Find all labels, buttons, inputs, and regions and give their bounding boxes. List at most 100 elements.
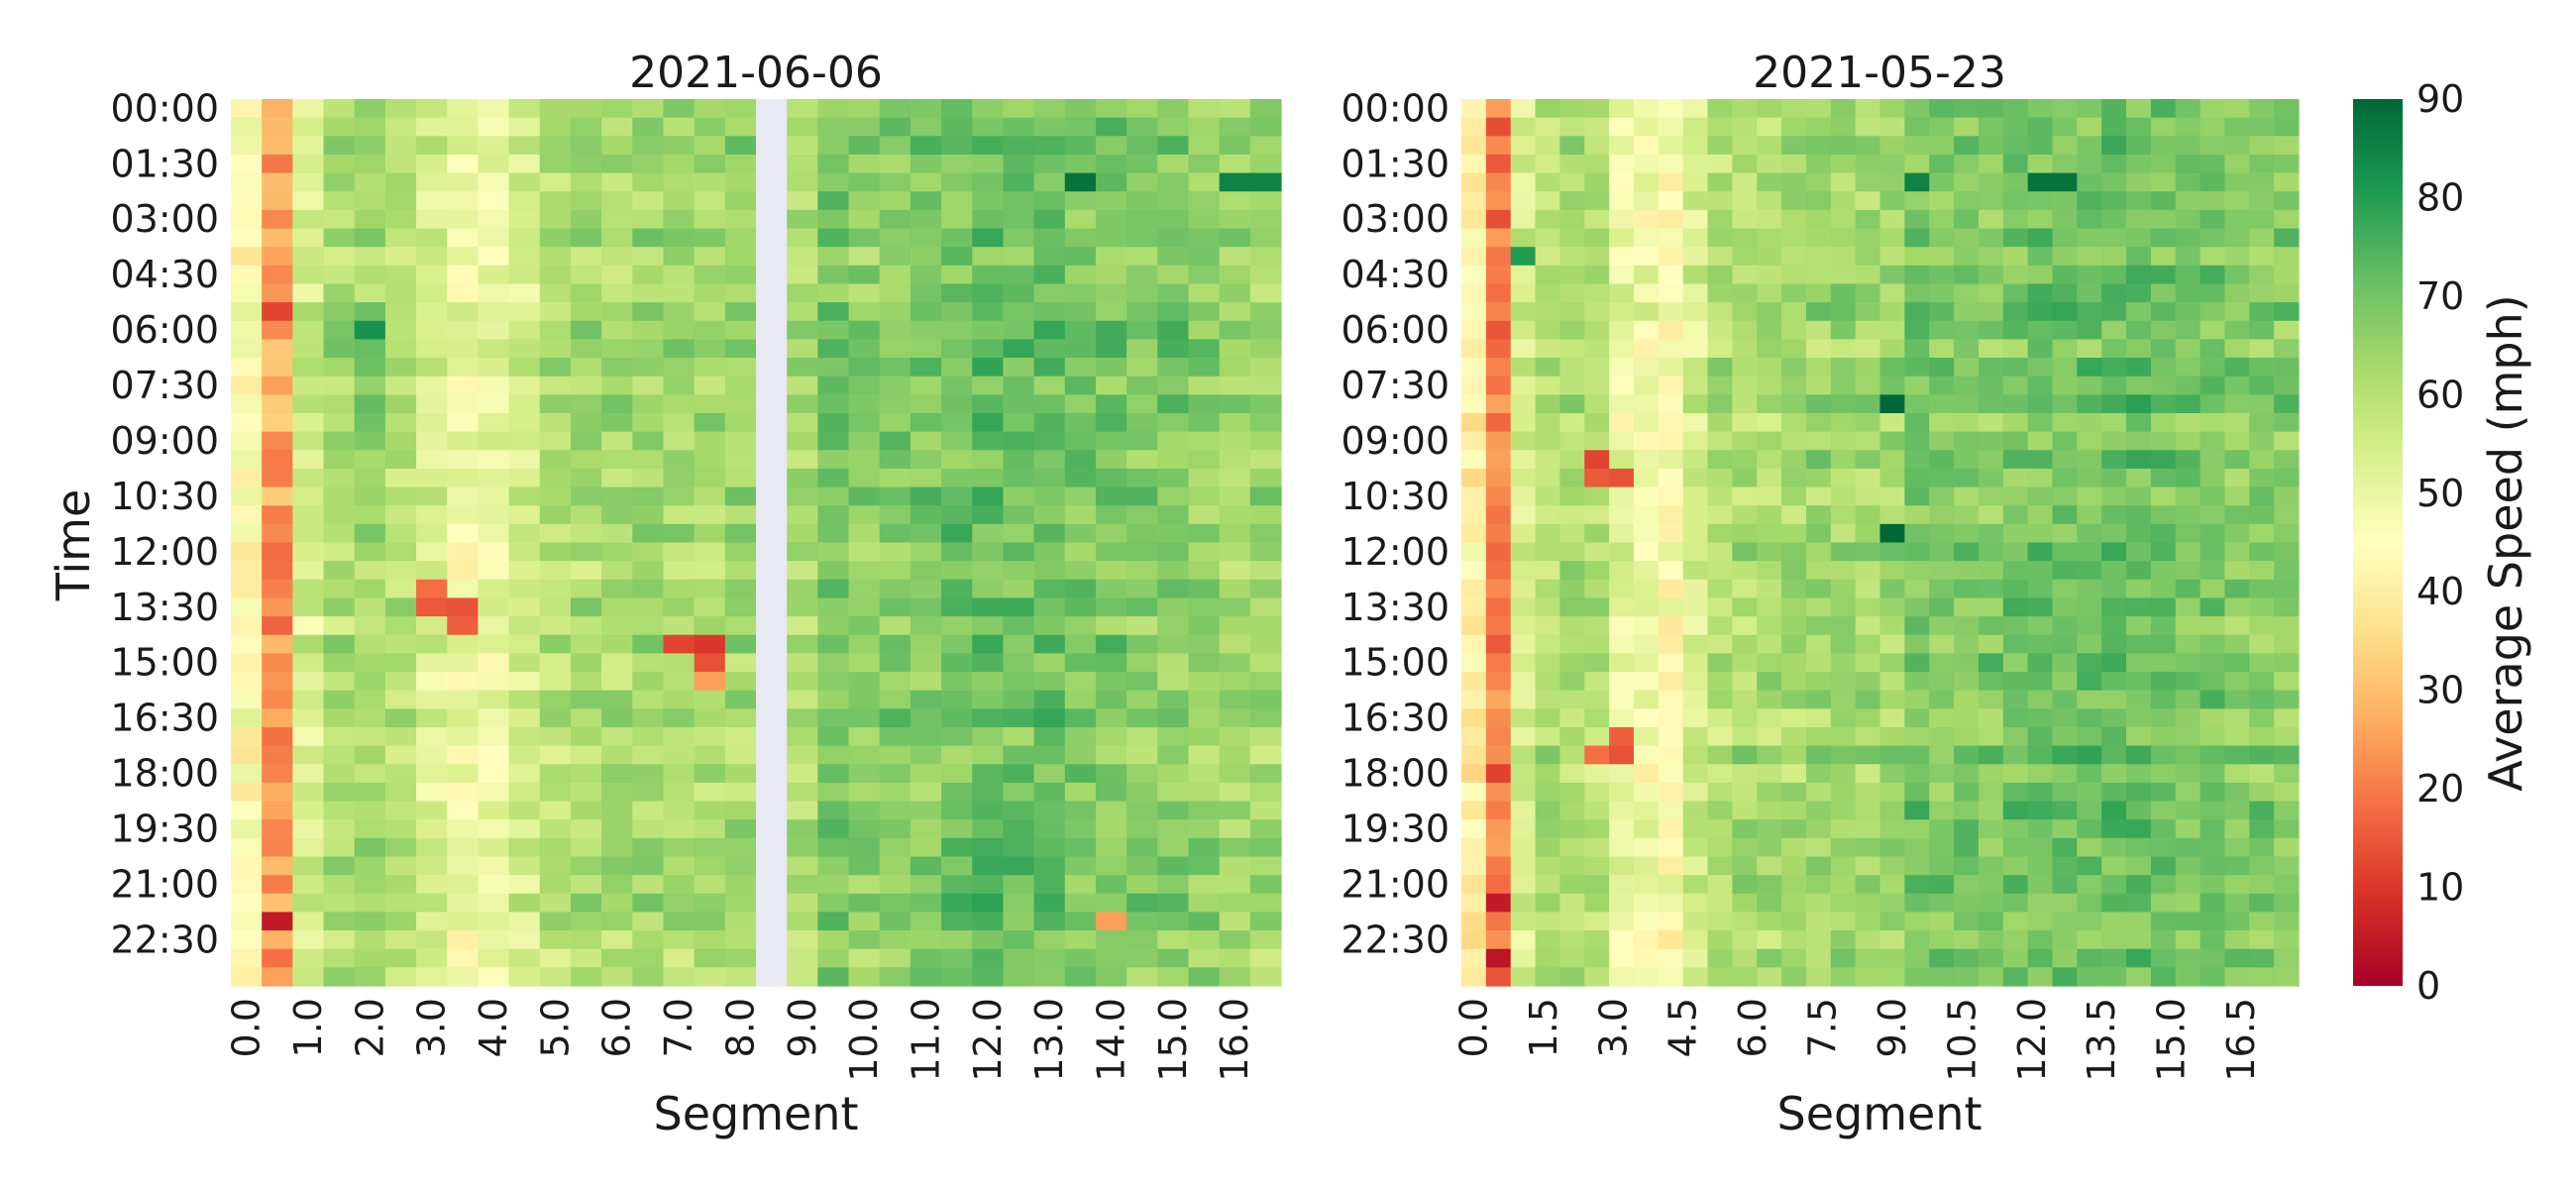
heatmap-cell xyxy=(2077,875,2102,895)
heatmap-cell xyxy=(724,597,757,617)
heatmap-cell xyxy=(1707,358,1733,378)
heatmap-cell xyxy=(478,265,510,285)
heatmap-cell xyxy=(663,819,696,839)
heatmap-cell xyxy=(1510,690,1537,709)
heatmap-cell xyxy=(1978,191,2004,211)
heatmap-cell xyxy=(848,837,881,858)
heatmap-cell xyxy=(1249,634,1282,654)
heatmap-cell xyxy=(1707,523,1733,544)
heatmap-cell xyxy=(2274,912,2300,931)
heatmap-cell xyxy=(601,339,633,359)
heatmap-cell xyxy=(292,653,325,673)
heatmap-cell xyxy=(724,708,757,728)
heatmap-cell xyxy=(1584,561,1610,581)
y-tick-label: 12:00 xyxy=(1341,530,1449,574)
heatmap-cell xyxy=(570,209,602,230)
heatmap-cell xyxy=(323,837,356,858)
heatmap-cell xyxy=(2126,801,2152,820)
heatmap-cell xyxy=(1707,172,1733,192)
heatmap-cell xyxy=(1095,616,1127,636)
heatmap-cell xyxy=(262,819,293,839)
heatmap-cell xyxy=(2052,265,2078,285)
heatmap-cell xyxy=(1188,690,1221,709)
heatmap-cell xyxy=(2002,228,2029,248)
heatmap-cell xyxy=(910,542,942,562)
heatmap-cell xyxy=(632,579,665,599)
heatmap-cell xyxy=(1757,875,1782,895)
heatmap-cell xyxy=(848,358,881,378)
heatmap-cell xyxy=(1584,265,1610,285)
heatmap-cell xyxy=(972,358,1005,378)
heatmap-cell xyxy=(663,394,696,414)
heatmap-cell xyxy=(1510,561,1537,581)
heatmap-cell xyxy=(1033,117,1066,137)
heatmap-cell xyxy=(1682,875,1709,895)
heatmap-cell xyxy=(787,819,818,839)
heatmap-cell xyxy=(416,376,448,395)
heatmap-cell xyxy=(2224,912,2250,931)
heatmap-cell xyxy=(1095,283,1127,303)
heatmap-cell xyxy=(1095,801,1127,820)
heatmap-cell xyxy=(879,653,912,673)
heatmap-cell xyxy=(632,893,665,914)
heatmap-cell xyxy=(1732,726,1758,747)
heatmap-cell xyxy=(2052,764,2078,784)
heatmap-cell xyxy=(1658,616,1684,636)
heatmap-cell xyxy=(384,967,417,987)
heatmap-cell xyxy=(1781,597,1807,617)
heatmap-cell xyxy=(1584,172,1610,192)
heatmap-cell xyxy=(2274,191,2300,211)
heatmap-cell xyxy=(787,283,818,303)
heatmap-cell xyxy=(632,801,665,820)
heatmap-cell xyxy=(323,339,356,359)
heatmap-cell xyxy=(879,523,912,544)
heatmap-cell xyxy=(570,283,602,303)
heatmap-cell xyxy=(1978,320,2004,340)
heatmap-cell xyxy=(2150,597,2177,617)
heatmap-cell xyxy=(1805,708,1832,728)
heatmap-cell xyxy=(1064,358,1097,378)
heatmap-cell xyxy=(2150,99,2177,119)
heatmap-cell xyxy=(2224,542,2250,562)
heatmap-cell xyxy=(972,376,1005,395)
heatmap-cell xyxy=(2126,394,2152,414)
heatmap-cell xyxy=(2052,634,2078,654)
heatmap-cell xyxy=(1188,99,1221,119)
heatmap-cell xyxy=(1510,283,1537,303)
heatmap-cell xyxy=(817,523,850,544)
heatmap-cell xyxy=(1707,948,1733,968)
heatmap-cell xyxy=(1033,265,1066,285)
heatmap-cell xyxy=(1127,191,1158,211)
heatmap-cell xyxy=(817,782,850,803)
heatmap-cell xyxy=(1584,745,1610,765)
heatmap-cell xyxy=(1157,265,1190,285)
heatmap-cell xyxy=(972,837,1005,858)
heatmap-cell xyxy=(972,690,1005,709)
heatmap-cell xyxy=(632,136,665,156)
heatmap-cell xyxy=(1929,856,1955,876)
heatmap-cell xyxy=(1003,394,1035,414)
heatmap-cell xyxy=(1954,117,1980,137)
heatmap-cell xyxy=(817,690,850,709)
heatmap-cell xyxy=(1559,505,1585,525)
heatmap-cell xyxy=(570,99,602,119)
heatmap-cell xyxy=(1855,320,1881,340)
heatmap-cell xyxy=(2274,172,2300,192)
heatmap-cell xyxy=(1855,930,1881,950)
heatmap-cell xyxy=(1559,837,1585,858)
heatmap-cell xyxy=(1559,136,1585,156)
heatmap-cell xyxy=(848,283,881,303)
x-tick-label: 10.5 xyxy=(1940,998,1984,1082)
heatmap-cell xyxy=(632,856,665,876)
heatmap-cell xyxy=(2224,468,2250,488)
heatmap-cell xyxy=(632,320,665,340)
heatmap-cell xyxy=(1978,468,2004,488)
heatmap-cell xyxy=(2002,542,2029,562)
heatmap-cell xyxy=(1127,967,1158,987)
heatmap-cell xyxy=(539,376,572,395)
heatmap-cell xyxy=(1461,523,1487,544)
heatmap-cell xyxy=(724,247,757,267)
heatmap-cell xyxy=(1855,801,1881,820)
heatmap-cell xyxy=(323,653,356,673)
heatmap-cell xyxy=(2027,690,2054,709)
